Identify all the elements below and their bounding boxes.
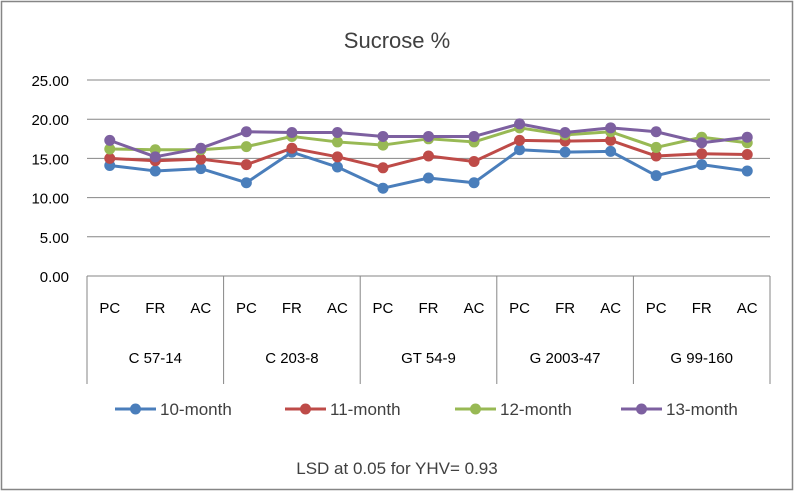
x-category-label: FR	[555, 300, 575, 317]
series-lines	[104, 118, 753, 194]
data-point	[423, 130, 434, 142]
legend-label: 10-month	[160, 400, 232, 419]
data-point	[331, 151, 343, 163]
data-point	[104, 134, 116, 146]
data-point	[696, 137, 708, 149]
data-point	[377, 162, 389, 174]
y-tick-label: 20.00	[31, 112, 69, 129]
legend-item: 12-month	[455, 400, 572, 419]
legend-marker	[636, 403, 647, 415]
data-point	[559, 127, 571, 139]
data-point	[377, 130, 389, 142]
x-group-label: G 2003-47	[530, 350, 601, 367]
legend-item: 10-month	[115, 400, 232, 419]
series-13-month	[104, 118, 753, 163]
data-point	[696, 159, 708, 171]
data-point	[331, 161, 343, 173]
x-axis: PC FR AC PC FR AC PC FR AC PC FR AC PC FR AC C 57-14 C 2…	[86, 276, 771, 384]
data-point	[195, 163, 207, 175]
x-category-label: AC	[600, 300, 621, 317]
data-point	[468, 130, 480, 142]
legend-label: 12-month	[500, 400, 572, 419]
data-point	[149, 151, 161, 163]
x-category-label: FR	[419, 300, 439, 317]
x-category-label: FR	[692, 300, 712, 317]
series-11-month	[104, 134, 753, 174]
legend-marker	[470, 403, 481, 415]
data-point	[331, 136, 343, 148]
y-tick-label: 5.00	[40, 230, 69, 247]
legend-marker	[130, 403, 141, 415]
data-point	[240, 159, 252, 171]
x-group-label: G 99-160	[670, 350, 733, 367]
data-point	[149, 165, 161, 177]
data-point	[741, 165, 753, 177]
x-category-label: PC	[646, 300, 667, 317]
legend-marker	[300, 403, 311, 415]
data-point	[514, 134, 526, 146]
data-point	[286, 127, 298, 139]
legend-label: 11-month	[330, 400, 401, 419]
x-group-label: GT 54-9	[401, 350, 456, 367]
data-point	[286, 142, 298, 154]
lsd-footnote: LSD at 0.05 for YHV= 0.93	[296, 459, 497, 478]
data-point	[195, 142, 207, 154]
x-category-label: AC	[737, 300, 758, 317]
y-axis-tick-labels: 0.00 5.00 10.00 15.00 20.00 25.00	[31, 73, 69, 286]
data-point	[514, 144, 526, 156]
data-point	[377, 182, 389, 194]
x-category-label: PC	[236, 300, 257, 317]
data-point	[741, 148, 753, 160]
data-point	[605, 122, 617, 134]
data-point	[240, 177, 252, 189]
gridlines	[87, 79, 770, 277]
data-point	[377, 139, 389, 151]
data-point	[240, 126, 252, 138]
data-point	[423, 172, 434, 184]
data-point	[650, 170, 662, 182]
data-point	[650, 150, 662, 162]
x-group-label: C 57-14	[129, 350, 182, 367]
data-point	[423, 150, 434, 162]
x-category-label: FR	[145, 300, 165, 317]
legend: 10-month 11-month 12-month 13-month	[115, 400, 738, 419]
data-point	[650, 141, 662, 153]
data-point	[696, 148, 708, 160]
data-point	[605, 145, 617, 157]
legend-item: 13-month	[621, 400, 738, 419]
data-point	[650, 126, 662, 138]
data-point	[559, 146, 571, 158]
data-point	[514, 118, 526, 130]
x-category-label: PC	[509, 300, 530, 317]
x-category-label: AC	[190, 300, 211, 317]
data-point	[331, 127, 343, 139]
x-category-label: AC	[464, 300, 485, 317]
y-tick-label: 25.00	[31, 73, 69, 90]
x-category-label: AC	[327, 300, 348, 317]
data-point	[605, 134, 617, 146]
chart-title: Sucrose %	[344, 28, 450, 53]
data-point	[195, 153, 207, 165]
x-group-label: C 203-8	[265, 350, 318, 367]
legend-label: 13-month	[666, 400, 738, 419]
legend-item: 11-month	[285, 400, 401, 419]
x-category-label: FR	[282, 300, 302, 317]
y-tick-label: 10.00	[31, 191, 69, 208]
data-point	[468, 156, 480, 168]
y-tick-label: 0.00	[40, 269, 69, 286]
data-point	[104, 152, 116, 164]
data-point	[741, 131, 753, 143]
data-point	[468, 177, 480, 189]
x-category-label: PC	[99, 300, 120, 317]
x-category-label: PC	[373, 300, 394, 317]
data-point	[104, 143, 116, 155]
data-point	[240, 141, 252, 153]
y-tick-label: 15.00	[31, 151, 69, 168]
